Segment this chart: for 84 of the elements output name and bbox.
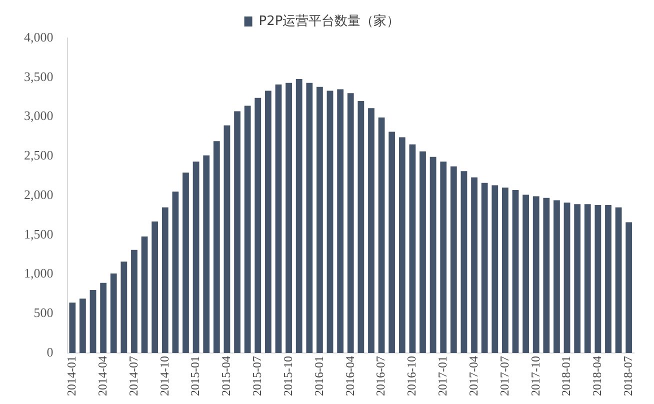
- x-tick-label: 2015-04: [219, 356, 234, 396]
- bar: [347, 93, 354, 354]
- x-tick-label: 2014-07: [126, 356, 140, 396]
- x-tick-label: 2017-10: [528, 356, 542, 396]
- bar: [522, 194, 529, 354]
- bar: [131, 250, 138, 354]
- bar: [564, 202, 570, 354]
- x-tick-label: 2016-04: [342, 356, 357, 396]
- y-tick-label: 500: [34, 305, 54, 320]
- x-tick-label: 2014-01: [64, 356, 79, 396]
- bar: [69, 302, 76, 354]
- bar: [409, 144, 416, 354]
- y-tick-label: 1,000: [24, 266, 54, 281]
- x-tick-label: 2015-10: [280, 356, 295, 396]
- x-tick-label: 2018-07: [621, 356, 636, 396]
- bar: [264, 90, 272, 354]
- x-tick-label: 2017-07: [497, 356, 512, 396]
- y-tick-label: 1,500: [24, 226, 54, 242]
- bar: [368, 108, 374, 354]
- bar: [213, 141, 220, 354]
- bar: [543, 198, 550, 354]
- bar: [275, 84, 282, 354]
- bar: [574, 204, 581, 354]
- y-tick-label: 3,500: [24, 68, 54, 84]
- bar: [532, 196, 540, 354]
- bar: [296, 78, 302, 354]
- bar: [605, 204, 612, 354]
- bar: [388, 132, 396, 354]
- x-tick-label: 2018-01: [559, 356, 574, 396]
- bar: [162, 207, 168, 354]
- bar: [110, 273, 117, 354]
- bar: [460, 171, 468, 354]
- bar: [254, 98, 262, 354]
- bar: [378, 118, 385, 354]
- bar: [594, 204, 602, 354]
- bar: [100, 282, 107, 354]
- bar: [152, 221, 158, 354]
- bar: [420, 151, 426, 354]
- x-tick-label: 2015-07: [250, 356, 264, 396]
- y-tick-label: 0: [46, 344, 54, 360]
- bar: [554, 200, 560, 354]
- x-tick-label: 2016-10: [404, 356, 419, 396]
- bar: [398, 137, 406, 354]
- bar: [450, 166, 457, 354]
- bar: [584, 204, 591, 354]
- bar: [430, 156, 436, 354]
- bar: [481, 182, 488, 354]
- bar: [512, 190, 519, 354]
- legend-label: P2P运营平台数量（家）: [258, 12, 400, 29]
- y-tick-label: 3,000: [24, 108, 54, 124]
- bar: [440, 162, 447, 354]
- bar: [224, 125, 230, 354]
- x-tick-label: 2016-07: [374, 356, 388, 396]
- bar: [80, 298, 86, 354]
- bar: [626, 222, 632, 354]
- x-tick-label: 2017-01: [436, 356, 450, 396]
- bar: [306, 82, 313, 354]
- y-tick-label: 4,000: [24, 29, 54, 44]
- bar: [203, 155, 210, 354]
- bar: [234, 111, 240, 354]
- bar: [286, 82, 292, 354]
- bar: [358, 101, 364, 354]
- bar: [182, 172, 189, 354]
- x-tick-label: 2017-04: [466, 356, 480, 396]
- bar: [172, 192, 179, 354]
- bar: [615, 207, 622, 354]
- bar: [326, 90, 334, 354]
- bar: [502, 188, 508, 354]
- bar: [141, 236, 148, 354]
- x-tick-label: 2018-04: [590, 356, 604, 396]
- x-tick-label: 2014-10: [157, 356, 172, 396]
- bar: [471, 177, 478, 354]
- bar: [316, 86, 323, 354]
- bar: [337, 89, 344, 354]
- y-tick-label: 2,000: [24, 186, 54, 202]
- x-tick-label: 2015-01: [188, 356, 202, 396]
- x-tick-label: 2016-01: [312, 356, 326, 396]
- y-tick-label: 2,500: [24, 148, 54, 163]
- bar: [244, 106, 251, 354]
- bar: [492, 185, 498, 354]
- bar: [90, 290, 96, 354]
- x-tick-label: 2014-04: [95, 356, 110, 396]
- bar: [120, 262, 128, 354]
- bar: [192, 162, 200, 354]
